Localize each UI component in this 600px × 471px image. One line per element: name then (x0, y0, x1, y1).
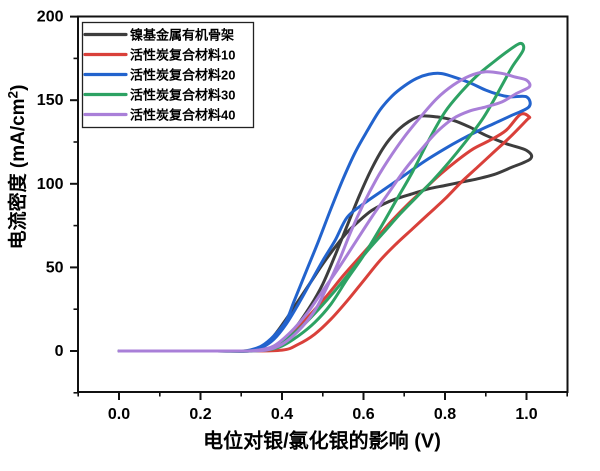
svg-text:100: 100 (37, 176, 64, 193)
svg-text:活性炭复合材料30: 活性炭复合材料30 (130, 88, 235, 103)
svg-text:电流密度 (mA/cm2): 电流密度 (mA/cm2) (6, 85, 30, 250)
svg-text:0.0: 0.0 (108, 406, 130, 423)
svg-text:电位对银/氯化银的影响 (V): 电位对银/氯化银的影响 (V) (203, 429, 441, 453)
svg-text:150: 150 (37, 92, 64, 109)
svg-text:镍基金属有机骨架: 镍基金属有机骨架 (130, 28, 234, 43)
svg-text:50: 50 (46, 259, 64, 276)
svg-text:活性炭复合材料10: 活性炭复合材料10 (130, 48, 235, 63)
svg-text:活性炭复合材料20: 活性炭复合材料20 (130, 68, 235, 83)
svg-text:200: 200 (37, 9, 64, 26)
svg-text:0.6: 0.6 (352, 406, 374, 423)
svg-text:0.2: 0.2 (189, 406, 211, 423)
svg-text:1.0: 1.0 (515, 406, 537, 423)
svg-text:0.4: 0.4 (271, 406, 293, 423)
svg-text:0.8: 0.8 (434, 406, 456, 423)
svg-text:0: 0 (55, 343, 64, 360)
svg-text:活性炭复合材料40: 活性炭复合材料40 (130, 108, 235, 123)
